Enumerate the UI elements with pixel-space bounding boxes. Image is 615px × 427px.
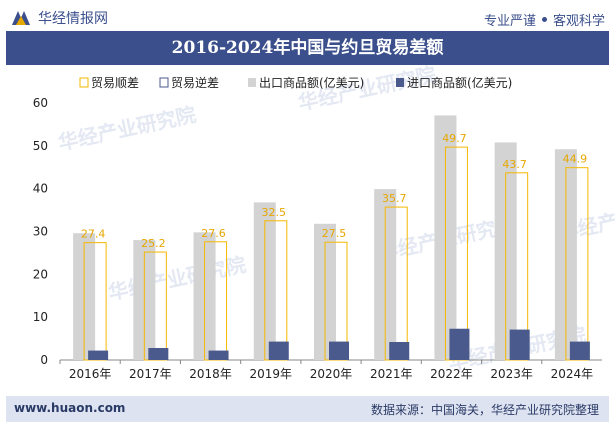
slogan-a: 专业严谨 xyxy=(483,14,536,29)
footer: www.huaon.com 数据来源：中国海关，华经产业研究院整理 xyxy=(6,396,609,422)
y-tick-label-0: 0 xyxy=(40,353,48,367)
data-source: 数据来源：中国海关，华经产业研究院整理 xyxy=(370,403,599,417)
watermark-0: 华经产业研究院 xyxy=(56,102,198,155)
import-bar-6 xyxy=(449,328,470,360)
surplus-label-8: 44.9 xyxy=(563,153,588,166)
y-tick-label-6: 60 xyxy=(33,96,48,110)
x-tick-label-7: 2023年 xyxy=(490,367,533,381)
legend-label-1: 贸易逆差 xyxy=(171,75,219,90)
surplus-label-4: 27.5 xyxy=(322,227,347,240)
slogan-dot-icon xyxy=(541,17,547,22)
surplus-label-2: 27.6 xyxy=(201,227,226,240)
legend-swatch-0 xyxy=(79,77,89,88)
brand: 华经情报网 xyxy=(10,8,108,28)
brand-logo-icon xyxy=(12,11,30,25)
brand-name: 华经情报网 xyxy=(38,11,108,27)
legend-swatch-2 xyxy=(248,78,256,87)
import-bar-0 xyxy=(88,350,109,360)
slogan: 专业严谨 客观科学 xyxy=(484,10,605,29)
title-bar: 2016-2024年中国与约旦贸易差额 xyxy=(6,31,609,65)
legend: 贸易顺差 贸易逆差 出口商品额(亿美元) 进口商品额(亿美元) xyxy=(79,75,512,90)
x-tick-label-4: 2020年 xyxy=(310,367,353,381)
y-tick-label-4: 40 xyxy=(33,182,48,196)
legend-swatch-1 xyxy=(159,77,169,88)
x-tick-label-1: 2017年 xyxy=(129,367,172,381)
import-bar-1 xyxy=(148,348,169,360)
y-tick-label-2: 20 xyxy=(33,267,48,281)
chart-title: 2016-2024年中国与约旦贸易差额 xyxy=(171,38,444,58)
x-tick-label-8: 2024年 xyxy=(551,367,594,381)
top-bar: 华经情报网 专业严谨 客观科学 xyxy=(0,0,615,36)
x-tick-label-5: 2021年 xyxy=(370,367,413,381)
surplus-label-6: 49.7 xyxy=(442,132,467,145)
x-tick-label-3: 2019年 xyxy=(250,367,293,381)
legend-swatch-3 xyxy=(396,78,404,87)
bars xyxy=(73,115,590,361)
surplus-label-1: 25.2 xyxy=(141,237,166,250)
import-bar-4 xyxy=(329,341,349,360)
legend-label-0: 贸易顺差 xyxy=(91,76,139,90)
x-tick-label-6: 2022年 xyxy=(430,367,473,381)
legend-label-3: 进口商品额(亿美元) xyxy=(407,75,512,90)
surplus-label-7: 43.7 xyxy=(502,158,527,171)
import-bar-2 xyxy=(208,350,229,360)
y-tick-label-3: 30 xyxy=(33,225,48,239)
import-bar-7 xyxy=(509,329,530,360)
x-tick-label-2: 2018年 xyxy=(189,367,232,381)
y-tick-label-5: 50 xyxy=(33,139,48,153)
import-bar-8 xyxy=(569,341,590,360)
surplus-label-5: 35.7 xyxy=(382,192,407,205)
import-bar-3 xyxy=(268,341,289,360)
y-tick-label-1: 10 xyxy=(33,310,48,324)
surplus-label-3: 32.5 xyxy=(262,206,287,219)
data-labels: 27.4 25.2 27.6 32.5 27.5 35.7 49.7 43.7 44.9 xyxy=(81,132,587,250)
import-bar-5 xyxy=(389,342,410,360)
website-link[interactable]: www.huaon.com xyxy=(14,401,126,415)
x-tick-label-0: 2016年 xyxy=(69,367,112,381)
legend-label-2: 出口商品额(亿美元) xyxy=(259,75,364,90)
surplus-label-0: 27.4 xyxy=(81,228,106,241)
axes: 0 10 20 30 40 50 60 2016年 2017年 2018年 2019年 2020年 20… xyxy=(33,96,602,381)
slogan-b: 客观科学 xyxy=(552,14,605,29)
